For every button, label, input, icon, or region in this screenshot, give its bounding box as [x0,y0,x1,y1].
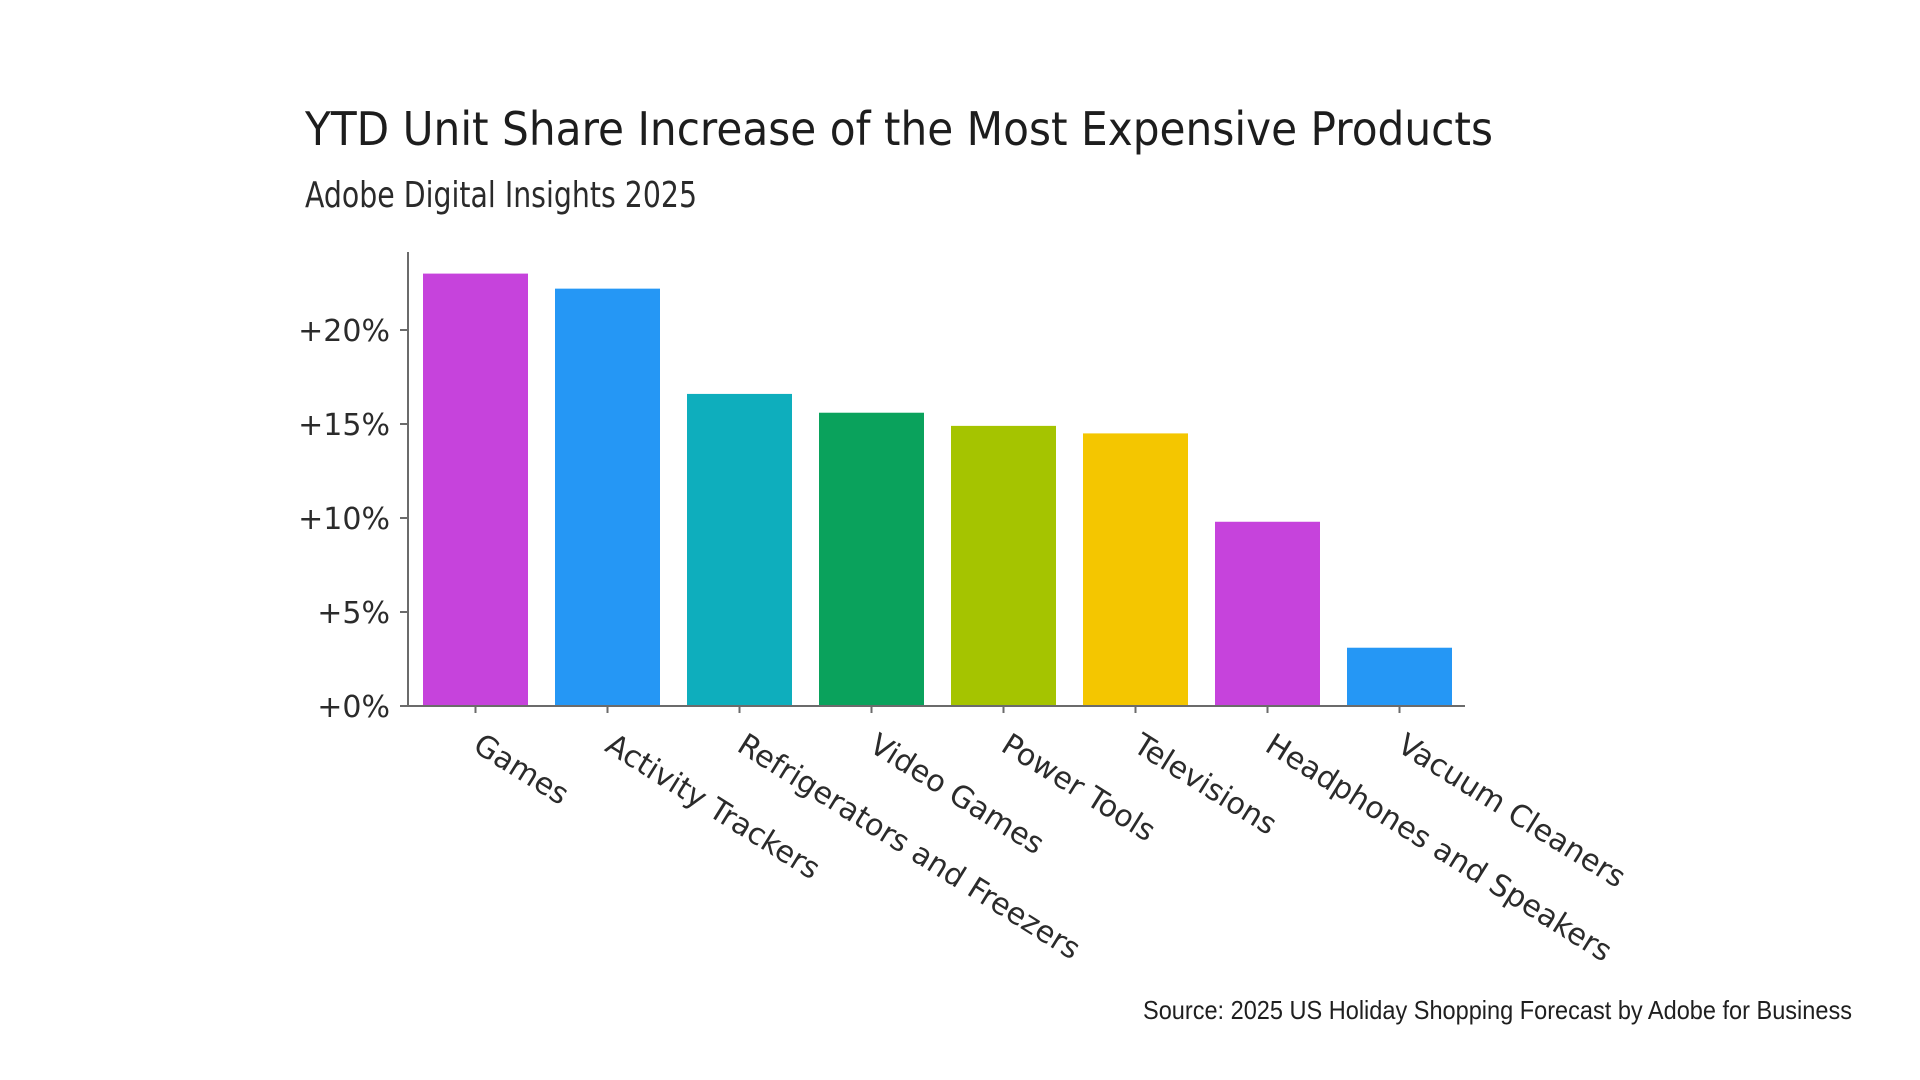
y-axis: +0% +5% +10% +15% +20% [298,252,409,725]
y-tick-label: +10% [298,502,390,537]
bar-activity-trackers [555,288,660,706]
bar-refrigerators-and-freezers [687,393,792,706]
bars-group [423,273,1452,706]
bar-televisions [1083,433,1188,706]
chart-subtitle: Adobe Digital Insights 2025 [305,175,697,216]
source-note: Source: 2025 US Holiday Shopping Forecas… [1143,995,1852,1025]
bar-power-tools [951,425,1056,706]
x-tick-label: Vacuum Cleaners [1391,727,1631,895]
y-tick-label: +0% [317,690,390,725]
y-tick-label: +15% [298,408,390,443]
bar-video-games [819,412,924,706]
bar-games [423,273,528,706]
chart-title: YTD Unit Share Increase of the Most Expe… [304,102,1493,156]
x-tick-label: Activity Trackers [599,727,826,887]
bar-vacuum-cleaners [1347,647,1452,706]
y-tick-label: +5% [317,596,390,631]
bar-headphones-and-speakers [1215,521,1320,706]
x-tick-label: Games [467,727,575,812]
y-tick-label: +20% [298,314,390,349]
